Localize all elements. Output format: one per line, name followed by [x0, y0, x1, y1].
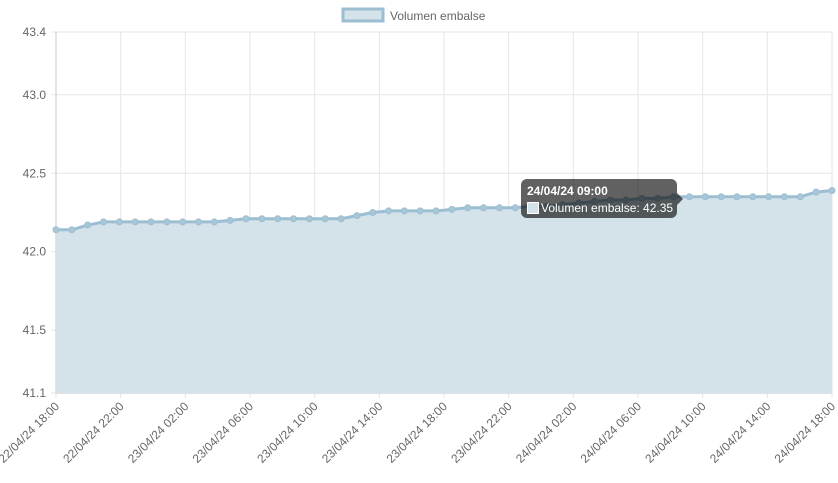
x-tick-label: 24/04/24 14:00 — [707, 399, 774, 466]
data-point — [305, 215, 313, 223]
data-point — [812, 188, 820, 196]
data-point — [448, 205, 456, 213]
x-tick-label: 23/04/24 10:00 — [254, 399, 321, 466]
data-point — [353, 212, 361, 220]
tooltip-title: 24/04/24 09:00 — [527, 184, 608, 198]
data-point — [195, 218, 203, 226]
data-point — [258, 215, 266, 223]
data-point — [685, 193, 693, 201]
data-point — [480, 204, 488, 212]
x-tick-label: 23/04/24 18:00 — [384, 399, 451, 466]
data-point — [131, 218, 139, 226]
data-point — [242, 215, 250, 223]
data-point — [400, 207, 408, 215]
data-point — [733, 193, 741, 201]
data-point — [701, 193, 709, 201]
data-point — [68, 226, 76, 234]
x-tick-label: 23/04/24 02:00 — [125, 399, 192, 466]
y-tick-label: 41.5 — [23, 323, 47, 337]
data-point — [796, 193, 804, 201]
x-tick-label: 24/04/24 10:00 — [642, 399, 709, 466]
area-fill — [56, 190, 832, 393]
data-point — [115, 218, 123, 226]
y-tick-label: 42.5 — [23, 166, 47, 180]
y-tick-label: 42.0 — [23, 245, 47, 259]
tooltip-arrow — [677, 193, 683, 205]
x-tick-label: 23/04/24 14:00 — [319, 399, 386, 466]
data-point — [511, 204, 519, 212]
data-point — [416, 207, 424, 215]
data-point — [749, 193, 757, 201]
data-point — [385, 207, 393, 215]
data-point — [84, 221, 92, 229]
data-point — [321, 215, 329, 223]
data-point — [432, 207, 440, 215]
tooltip-swatch — [527, 202, 539, 214]
x-tick-label: 23/04/24 06:00 — [190, 399, 257, 466]
tooltip-label: Volumen embalse: 42.35 — [541, 201, 674, 215]
data-point — [147, 218, 155, 226]
legend-swatch — [341, 7, 385, 23]
y-tick-label: 43.0 — [23, 88, 47, 102]
data-point — [290, 215, 298, 223]
data-point — [495, 204, 503, 212]
data-point — [765, 193, 773, 201]
x-tick-label: 24/04/24 02:00 — [513, 399, 580, 466]
data-point — [369, 209, 377, 216]
x-tick-label: 23/04/24 22:00 — [448, 399, 515, 466]
x-tick-label: 22/04/24 18:00 — [0, 399, 62, 466]
data-point — [464, 204, 472, 212]
legend-label: Volumen embalse — [390, 9, 486, 23]
x-tick-label: 24/04/24 06:00 — [578, 399, 645, 466]
tooltip-body: Volumen embalse: 42.35 — [527, 201, 674, 215]
data-point — [100, 218, 108, 226]
data-point — [210, 218, 218, 226]
data-point — [163, 218, 171, 226]
data-point — [337, 215, 345, 223]
tooltip: 24/04/24 09:00 Volumen embalse: 42.35 — [521, 179, 683, 218]
x-tick-label: 22/04/24 22:00 — [60, 399, 127, 466]
data-point — [717, 193, 725, 201]
data-point — [274, 215, 282, 223]
data-point — [226, 216, 234, 224]
data-point — [52, 226, 60, 234]
data-point — [780, 193, 788, 201]
y-tick-label: 41.1 — [23, 386, 47, 400]
data-point — [828, 187, 836, 195]
x-tick-label: 24/04/24 18:00 — [772, 399, 838, 466]
y-tick-label: 43.4 — [23, 25, 47, 39]
data-point — [179, 218, 187, 226]
